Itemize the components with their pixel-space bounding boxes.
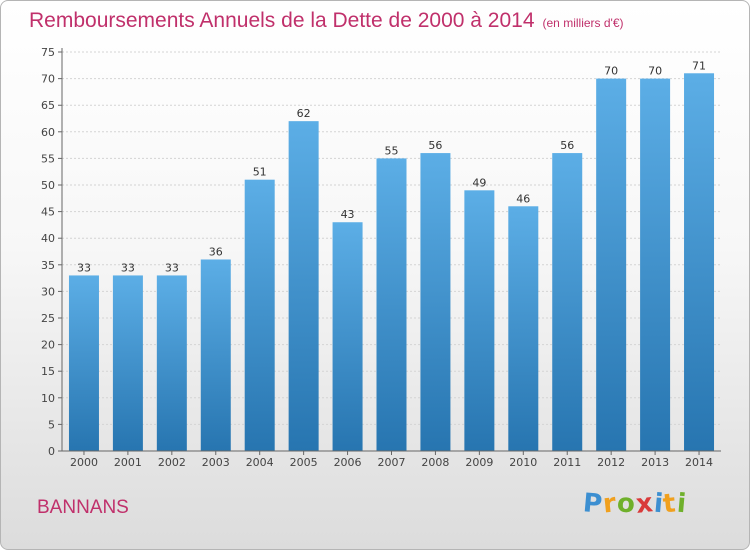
data-label-2006: 43 — [341, 208, 355, 221]
commune-name: BANNANS — [37, 497, 129, 518]
data-label-2001: 33 — [121, 261, 135, 274]
x-tick-label-2006: 2006 — [334, 456, 362, 469]
y-tick-label: 45 — [41, 206, 55, 219]
x-tick-label-2004: 2004 — [246, 456, 274, 469]
bar-2014 — [684, 73, 715, 451]
x-tick-label-2012: 2012 — [597, 456, 625, 469]
chart-title-text: Remboursements Annuels de la Dette de 20… — [29, 9, 535, 32]
bar-2000 — [68, 275, 99, 451]
bar-2001 — [112, 275, 143, 451]
y-tick-label: 0 — [48, 445, 55, 458]
bar-2006 — [332, 222, 363, 451]
data-label-2003: 36 — [209, 245, 223, 258]
y-tick-label: 65 — [41, 99, 55, 112]
data-label-2010: 46 — [516, 192, 530, 205]
x-tick-label-2009: 2009 — [465, 456, 493, 469]
data-label-2002: 33 — [165, 261, 179, 274]
x-tick-label-2008: 2008 — [421, 456, 449, 469]
x-tick-label-2001: 2001 — [114, 456, 142, 469]
y-tick-label: 25 — [41, 312, 55, 325]
y-tick-label: 60 — [41, 126, 55, 139]
x-tick-label-2005: 2005 — [290, 456, 318, 469]
bar-2002 — [156, 275, 187, 451]
y-tick-label: 75 — [41, 46, 55, 59]
data-label-2011: 56 — [560, 139, 574, 152]
axes: 0 5 10 15 20 25 30 35 40 45 50 55 60 65 70 75 2000 2001 20… — [41, 46, 721, 469]
y-tick-label: 5 — [48, 418, 55, 431]
data-label-2008: 56 — [428, 139, 442, 152]
x-tick-label-2003: 2003 — [202, 456, 230, 469]
data-label-2009: 49 — [472, 176, 486, 189]
bar-2012 — [596, 78, 627, 451]
data-label-2004: 51 — [253, 166, 267, 179]
x-tick-label-2002: 2002 — [158, 456, 186, 469]
bar-2013 — [640, 78, 671, 451]
logo-letter: i — [675, 488, 689, 520]
y-tick-label: 20 — [41, 339, 55, 352]
y-tick-label: 30 — [41, 285, 55, 298]
y-tick-label: 55 — [41, 152, 55, 165]
bar-2003 — [200, 259, 231, 451]
y-tick-label: 50 — [41, 179, 55, 192]
y-tick-label: 10 — [41, 392, 55, 405]
y-tick-label: 35 — [41, 259, 55, 272]
bar-2007 — [376, 158, 407, 451]
bar-2010 — [508, 206, 539, 451]
bar-2009 — [464, 190, 495, 451]
x-tick-label-2011: 2011 — [553, 456, 581, 469]
chart-title: Remboursements Annuels de la Dette de 20… — [29, 9, 624, 33]
x-tick-label-2010: 2010 — [509, 456, 537, 469]
x-tick-label-2014: 2014 — [685, 456, 713, 469]
bar-2011 — [552, 153, 583, 451]
data-label-2012: 70 — [604, 65, 618, 78]
x-tick-label-2013: 2013 — [641, 456, 669, 469]
y-tick-label: 15 — [41, 365, 55, 378]
data-label-2007: 55 — [385, 144, 399, 157]
bar-2005 — [288, 121, 319, 451]
x-tick-label-2000: 2000 — [70, 456, 98, 469]
y-tick-label: 70 — [41, 73, 55, 86]
data-label-2013: 70 — [648, 65, 662, 78]
x-tick-label-2007: 2007 — [378, 456, 406, 469]
data-label-2000: 33 — [77, 261, 91, 274]
bars: 33 33 33 36 51 62 43 55 56 49 46 56 70 70 71 — [68, 59, 715, 451]
proxiti-logo[interactable]: Proxiti — [582, 488, 689, 520]
chart-subtitle: (en milliers d'€) — [542, 16, 624, 30]
bar-2004 — [244, 179, 275, 451]
bar-2008 — [420, 153, 451, 451]
data-label-2014: 71 — [692, 59, 706, 72]
y-tick-label: 40 — [41, 232, 55, 245]
data-label-2005: 62 — [297, 107, 311, 120]
